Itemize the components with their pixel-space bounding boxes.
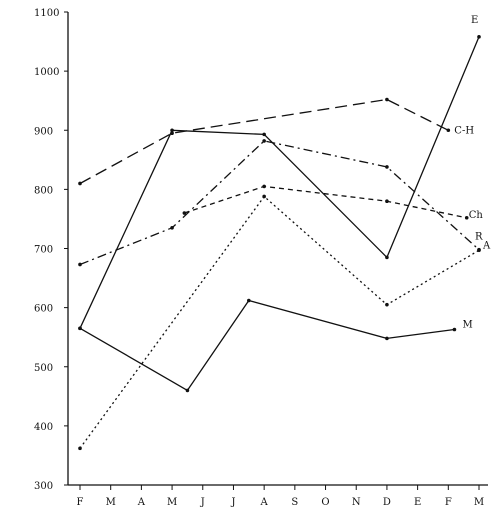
x-tick-label: M xyxy=(106,497,116,508)
series-line-m xyxy=(79,299,455,392)
data-point-r xyxy=(78,262,82,267)
data-point-m xyxy=(78,326,82,331)
x-tick-label: F xyxy=(77,497,84,508)
x-tick-label: A xyxy=(260,497,269,508)
data-point-a xyxy=(385,302,389,307)
x-tick-label: D xyxy=(383,497,391,508)
x-tick-label: E xyxy=(414,497,421,508)
series-line-a xyxy=(79,195,480,449)
x-tick-label: F xyxy=(445,497,452,508)
x-tick-label: J xyxy=(200,497,205,508)
x-tick-label: S xyxy=(291,497,298,508)
series-line-e xyxy=(79,36,480,329)
data-point-ch xyxy=(385,199,389,203)
y-tick-label: 800 xyxy=(34,185,53,196)
x-tick-label: O xyxy=(321,497,329,508)
y-tick-label: 500 xyxy=(34,363,53,374)
y-tick-label: 600 xyxy=(34,304,53,315)
data-point-ch xyxy=(262,184,266,189)
y-tick-label: 400 xyxy=(34,422,53,433)
y-tick-label: 300 xyxy=(34,481,53,492)
series-line-ch xyxy=(184,185,467,219)
series-label-a: A xyxy=(482,240,491,251)
data-point-a xyxy=(262,194,266,199)
y-tick-label: 1000 xyxy=(34,67,59,78)
x-tick-label: M xyxy=(474,497,484,508)
series-layer xyxy=(78,35,481,451)
data-point-c-h xyxy=(170,131,174,136)
y-tick-label: 700 xyxy=(34,245,53,256)
data-point-m xyxy=(247,298,251,303)
data-point-r xyxy=(262,139,266,143)
series-label-m: M xyxy=(462,320,472,331)
series-labels: E C-H R Ch A M xyxy=(454,15,491,331)
series-label-e: E xyxy=(471,15,478,26)
data-point-e xyxy=(385,255,389,260)
data-point-r xyxy=(385,165,389,169)
data-point-c-h xyxy=(446,128,451,133)
x-tick-label: M xyxy=(167,497,177,508)
x-tick-label: N xyxy=(352,497,361,508)
data-point-e xyxy=(477,35,481,39)
data-point-c-h xyxy=(385,97,389,102)
x-tick-label: A xyxy=(137,497,146,508)
series-label-ch: Ch xyxy=(469,210,484,221)
data-point-ch xyxy=(464,215,469,220)
series-label-r: R xyxy=(475,232,483,243)
series-label-c-h: C-H xyxy=(454,125,474,136)
data-point-c-h xyxy=(78,181,82,186)
data-point-e xyxy=(170,128,174,133)
y-tick-label: 1100 xyxy=(34,8,59,19)
data-point-a xyxy=(477,248,481,253)
data-point-r xyxy=(170,226,174,230)
series-line-r xyxy=(79,140,480,266)
data-point-m xyxy=(185,388,190,393)
axes: 300 400 500 600 700 800 900 1000 1100 F M A M J J A S O N D… xyxy=(34,8,488,508)
data-point-m xyxy=(385,336,389,341)
data-point-ch xyxy=(182,211,187,215)
x-tick-label: J xyxy=(230,497,235,508)
data-point-a xyxy=(78,446,82,451)
data-point-e xyxy=(262,132,266,137)
data-point-m xyxy=(452,327,457,332)
y-tick-label: 900 xyxy=(34,126,53,137)
